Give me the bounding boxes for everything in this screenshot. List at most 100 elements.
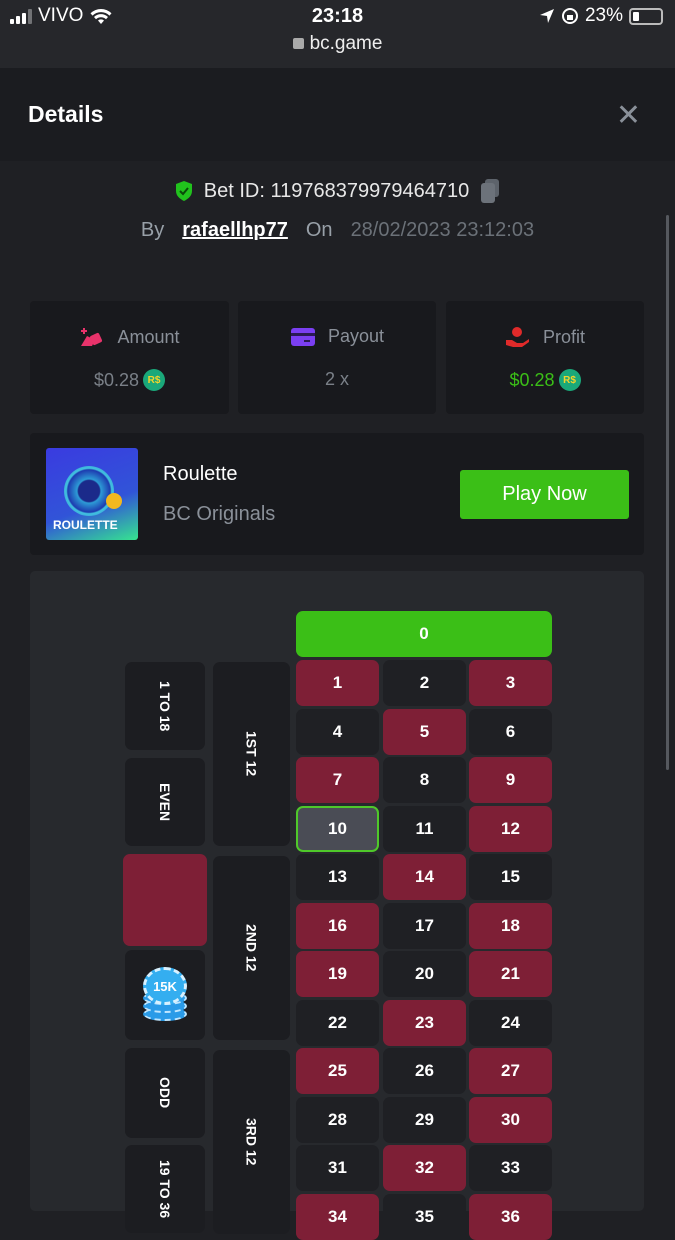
number-25[interactable]: 25 (296, 1048, 379, 1094)
game-name: Roulette (163, 463, 238, 485)
status-right: 23% (539, 5, 663, 27)
number-29[interactable]: 29 (383, 1096, 466, 1143)
number-6[interactable]: 6 (469, 708, 552, 755)
number-20[interactable]: 20 (383, 951, 466, 997)
number-35[interactable]: 35 (383, 1193, 466, 1240)
number-36[interactable]: 36 (469, 1193, 552, 1240)
brl-coin-icon: R$ (558, 369, 581, 391)
username-link[interactable]: rafaellhp77 (182, 219, 288, 241)
dozen-3[interactable]: 3RD 12 (213, 1050, 290, 1234)
lock-icon (292, 38, 304, 49)
number-12[interactable]: 12 (469, 805, 552, 852)
cell-label: 19 (328, 964, 347, 983)
cell-label: 22 (328, 1012, 347, 1032)
dozen-2[interactable]: 2ND 12 (213, 856, 290, 1040)
cell-label: 26 (415, 1061, 434, 1080)
cell-label: 33 (501, 1158, 520, 1177)
number-26[interactable]: 26 (383, 1048, 466, 1094)
number-15[interactable]: 15 (469, 854, 552, 900)
number-5[interactable]: 5 (383, 708, 466, 755)
outside-bet[interactable]: EVEN (125, 758, 205, 846)
cell-label: 28 (328, 1109, 347, 1129)
roulette-thumbnail[interactable]: ROULETTE (46, 448, 138, 540)
number-19[interactable]: 19 (296, 951, 379, 997)
number-16[interactable]: 16 (296, 902, 379, 949)
chip-icon: 15K (143, 967, 187, 1023)
number-24[interactable]: 24 (469, 999, 552, 1046)
cell-label: 1 TO 18 (157, 680, 173, 732)
cell-label: 35 (415, 1206, 434, 1226)
game-card: ROULETTE Roulette BC Originals Play Now (30, 433, 644, 555)
copy-icon[interactable] (479, 178, 501, 204)
number-23[interactable]: 23 (383, 999, 466, 1046)
number-4[interactable]: 4 (296, 708, 379, 755)
cell-label: 27 (501, 1061, 520, 1080)
number-31[interactable]: 31 (296, 1145, 379, 1191)
cell-label: 9 (505, 770, 516, 789)
outside-bet[interactable]: 19 TO 36 (125, 1145, 205, 1233)
clock: 23:18 (311, 5, 364, 27)
number-34[interactable]: 34 (296, 1193, 379, 1240)
number-33[interactable]: 33 (469, 1145, 552, 1191)
details-header: Details ✕ (0, 68, 675, 161)
by-label: By (140, 219, 165, 241)
stat-label: Amount (117, 326, 180, 347)
thumb-text: ROULETTE (53, 518, 118, 532)
number-0[interactable]: 0 (296, 611, 552, 657)
bet-id: Bet ID: 119768379979464710 (203, 179, 470, 202)
cell-label: 23 (415, 1012, 434, 1032)
cell-label: 10 (328, 818, 347, 838)
on-label: On (305, 219, 333, 241)
signal-icon (10, 8, 32, 24)
outside-red[interactable] (123, 854, 207, 946)
number-21[interactable]: 21 (469, 951, 552, 997)
status-bar: VIVO 23:18 23% bc.game (0, 0, 675, 68)
chip-label: 15K (143, 967, 187, 1005)
bet-byline: By rafaellhp77 On 28/02/2023 23:12:03 (0, 219, 675, 242)
url-bar[interactable]: bc.game (0, 33, 675, 55)
cell-label: 17 (415, 915, 434, 935)
number-2[interactable]: 2 (383, 660, 466, 706)
number-11[interactable]: 11 (383, 805, 466, 852)
number-22[interactable]: 22 (296, 999, 379, 1046)
cell-label: 31 (328, 1158, 347, 1177)
bet-date: 28/02/2023 23:12:03 (350, 219, 535, 241)
number-32[interactable]: 32 (383, 1145, 466, 1191)
number-9[interactable]: 9 (469, 757, 552, 803)
carrier-name: VIVO (38, 5, 84, 26)
number-10[interactable]: 10 (296, 805, 379, 852)
number-8[interactable]: 8 (383, 757, 466, 803)
stat-profit: Profit $0.28 R$ (446, 301, 644, 414)
stat-value: $0.28 (93, 369, 140, 390)
play-now-button[interactable]: Play Now (460, 470, 629, 519)
number-13[interactable]: 13 (296, 854, 379, 900)
brl-coin-icon: R$ (143, 369, 166, 391)
number-18[interactable]: 18 (469, 902, 552, 949)
number-27[interactable]: 27 (469, 1048, 552, 1094)
stat-amount: Amount $0.28 R$ (30, 301, 229, 414)
outside-black[interactable]: 15K (125, 950, 205, 1040)
cell-label: 3RD 12 (243, 1118, 260, 1166)
cell-label: ODD (157, 1077, 173, 1109)
number-3[interactable]: 3 (469, 660, 552, 706)
number-30[interactable]: 30 (469, 1096, 552, 1143)
cell-label: 7 (332, 770, 343, 789)
cell-label: 12 (501, 818, 520, 838)
bet-amount-icon (81, 328, 103, 346)
url-text: bc.game (309, 33, 383, 54)
outside-bet[interactable]: 1 TO 18 (125, 662, 205, 750)
number-17[interactable]: 17 (383, 902, 466, 949)
number-7[interactable]: 7 (296, 757, 379, 803)
cell-label: 13 (328, 867, 347, 886)
number-1[interactable]: 1 (296, 660, 379, 706)
number-28[interactable]: 28 (296, 1096, 379, 1143)
scrollbar[interactable] (666, 215, 669, 770)
cell-label: 2 (419, 673, 430, 692)
dozen-1[interactable]: 1ST 12 (213, 662, 290, 846)
outside-bet[interactable]: ODD (125, 1048, 205, 1138)
card-icon (290, 327, 315, 346)
number-14[interactable]: 14 (383, 854, 466, 900)
rotation-lock-icon (561, 8, 578, 24)
close-icon[interactable]: ✕ (615, 99, 641, 132)
stat-payout: Payout 2 x (238, 301, 436, 414)
